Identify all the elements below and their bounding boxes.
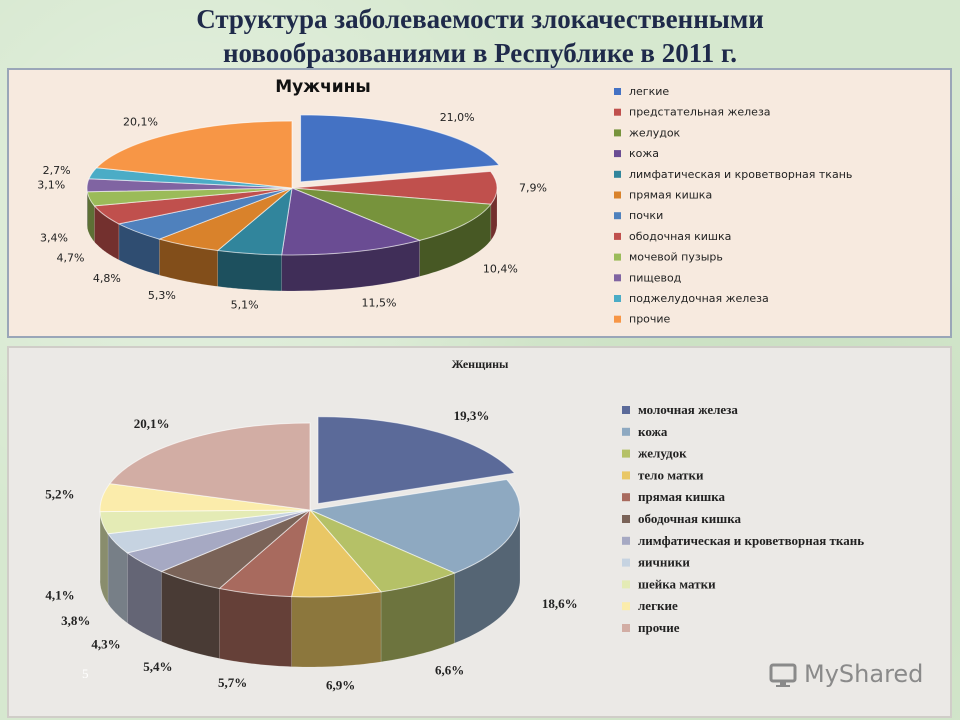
- chart-0-slice-2: [291, 187, 492, 241]
- chart-0-data-label-9: 3,1%: [37, 179, 65, 192]
- chart-1-slice-0: [317, 416, 516, 505]
- chart-1-legend-swatch-4: [622, 493, 630, 502]
- chart-1-data-label-7: 3,8%: [61, 613, 90, 628]
- chart-0-legend-label-3: кожа: [629, 147, 659, 160]
- chart-1-legend-label-4: прямая кишка: [638, 489, 726, 504]
- chart-1-legend-swatch-0: [622, 406, 630, 414]
- chart-0-legend-swatch-0: [614, 88, 621, 95]
- chart-1-legend-label-7: яичники: [638, 555, 690, 570]
- chart-1-legend-label-9: легкие: [638, 598, 678, 613]
- chart-0-legend-label-11: прочие: [629, 313, 671, 326]
- chart-1-data-label-8: 4,1%: [45, 588, 74, 603]
- chart-1-legend-swatch-9: [622, 602, 630, 611]
- chart-0-data-label-11: 20,1%: [123, 116, 158, 129]
- chart-0-legend-swatch-3: [614, 150, 621, 158]
- chart-0-legend-swatch-10: [614, 295, 621, 302]
- chart-0-slice-11: [95, 120, 293, 189]
- chart-0-data-label-4: 5,1%: [231, 299, 259, 312]
- chart-1-slice-1: [308, 478, 521, 574]
- slide-title: Структура заболеваемости злокачественным…: [0, 2, 960, 70]
- chart-0-data-label-3: 11,5%: [362, 296, 397, 309]
- chart-1-slice-side-4: [219, 588, 292, 667]
- chart-1-legend-swatch-6: [622, 536, 630, 545]
- chart-0-data-label-0: 21,0%: [440, 111, 475, 124]
- chart-1-legend-label-2: желудок: [638, 446, 687, 461]
- chart-0-legend-label-0: легкие: [629, 85, 669, 98]
- chart-0-legend-swatch-6: [614, 212, 621, 220]
- chart-0-slices: [86, 114, 501, 292]
- chart-1-data-label-3: 6,9%: [326, 678, 355, 693]
- chart-1-slices: [99, 416, 521, 668]
- chart-0-legend-label-1: предстательная железа: [629, 106, 771, 119]
- chart-0-legend-label-6: почки: [629, 209, 663, 222]
- chart-1-title: Женщины: [452, 357, 509, 371]
- chart-1-legend-swatch-7: [622, 558, 630, 567]
- chart-0-legend-swatch-9: [614, 274, 621, 282]
- slide-title-line-2: новообразованиями в Республике в 2011 г.: [223, 38, 737, 68]
- chart-0-legend-label-10: поджелудочная железа: [629, 292, 769, 305]
- page-number: 5: [82, 666, 89, 681]
- chart-0-legend-swatch-7: [614, 232, 621, 240]
- chart-0-data-label-10: 2,7%: [43, 164, 71, 177]
- chart-0-data-label-7: 4,7%: [57, 251, 85, 264]
- chart-0-data-label-2: 10,4%: [483, 263, 518, 276]
- chart-1-data-label-4: 5,7%: [218, 675, 247, 690]
- chart-1-data-label-5: 5,4%: [143, 659, 172, 674]
- chart-0-legend-label-7: ободочная кишка: [629, 230, 731, 243]
- chart-0-legend-swatch-2: [614, 129, 621, 137]
- chart-0-data-label-6: 4,8%: [93, 272, 121, 285]
- chart-0-legend-swatch-11: [614, 315, 621, 323]
- watermark: MyShared: [768, 656, 923, 692]
- chart-1-data-label-10: 20,1%: [134, 416, 170, 431]
- chart-0-legend-label-9: пищевод: [629, 271, 682, 284]
- chart-0-data-label-8: 3,4%: [40, 231, 68, 244]
- chart-0-legend-label-5: прямая кишка: [629, 189, 712, 202]
- chart-1-legend-label-3: тело матки: [638, 467, 704, 482]
- chart-1-legend-label-6: лимфатическая и кроветворная ткань: [638, 533, 864, 548]
- chart-0-slice-3: [281, 187, 422, 256]
- chart-1-legend-label-0: молочная железа: [638, 402, 738, 417]
- chart-1-data-label-9: 5,2%: [45, 487, 74, 502]
- chart-1-legend-swatch-5: [622, 515, 630, 523]
- chart-1-data-label-0: 19,3%: [454, 408, 490, 423]
- chart-1-legend-swatch-10: [622, 624, 630, 632]
- chart-0-legend-label-8: мочевой пузырь: [629, 251, 723, 264]
- chart-0-legend-label-2: желудок: [629, 126, 681, 139]
- chart-1-slice-10: [108, 422, 311, 511]
- chart-1-legend-swatch-3: [622, 471, 630, 480]
- chart-0-legend-label-4: лимфатическая и кроветворная ткань: [629, 168, 852, 181]
- chart-1-legend-label-8: шейка матки: [638, 576, 716, 591]
- chart-1-data-label-6: 4,3%: [91, 637, 120, 652]
- chart-1-legend-label-5: ободочная кишка: [638, 511, 742, 526]
- chart-1-slice-side-3: [291, 591, 382, 668]
- chart-0-legend-swatch-4: [614, 170, 621, 178]
- chart-1-data-label-1: 18,6%: [542, 596, 578, 611]
- chart-1-legend-label-10: прочие: [638, 620, 680, 635]
- chart-0-title: Мужчины: [275, 77, 371, 97]
- chart-1-legend-swatch-8: [622, 580, 630, 589]
- chart-1-legend-swatch-1: [622, 427, 630, 436]
- chart-1-legend-swatch-2: [622, 449, 630, 458]
- chart-1-data-label-2: 6,6%: [435, 663, 464, 678]
- chart-0-data-label-5: 5,3%: [148, 289, 176, 302]
- monitor-icon: [769, 663, 797, 687]
- chart-1-legend-label-1: кожа: [638, 424, 668, 439]
- chart-0-slice-1: [291, 170, 498, 205]
- chart-0-legend-swatch-5: [614, 191, 621, 199]
- slide-title-line-1: Структура заболеваемости злокачественным…: [196, 4, 764, 34]
- watermark-text: MyShared: [804, 660, 924, 688]
- chart-0-legend-swatch-8: [614, 253, 621, 261]
- chart-0-legend-swatch-1: [614, 108, 621, 116]
- chart-0-slice-0: [300, 114, 501, 183]
- chart-0-data-label-1: 7,9%: [519, 182, 547, 195]
